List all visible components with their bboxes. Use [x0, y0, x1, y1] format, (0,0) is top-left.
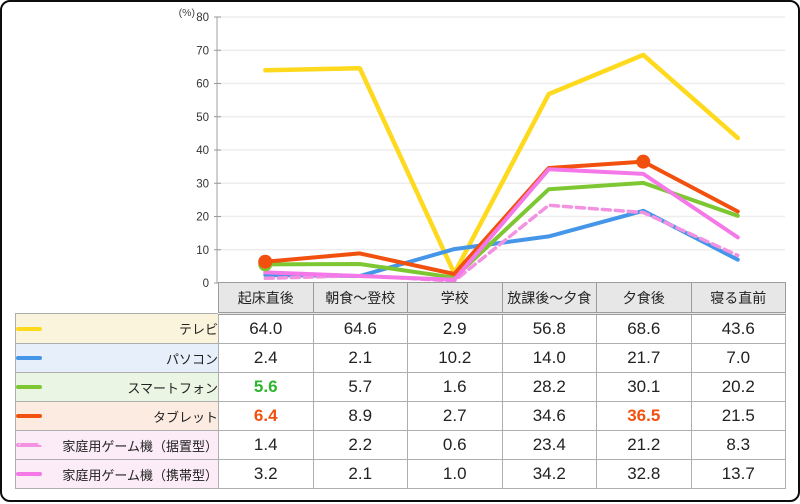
value-cell: 2.9 — [407, 313, 503, 344]
value-cell: 21.5 — [690, 401, 786, 431]
value-cell: 68.6 — [596, 313, 692, 344]
value-cell: 28.2 — [501, 372, 597, 402]
value-cell: 1.4 — [218, 430, 314, 460]
series-line — [263, 159, 740, 276]
value-cell: 2.1 — [312, 459, 408, 489]
y-axis-tick-label: 0 — [203, 278, 209, 290]
column-header: 放課後〜夕食 — [501, 282, 597, 315]
series-color-swatch — [16, 443, 42, 447]
value-cell: 8.3 — [690, 430, 786, 460]
value-cell: 23.4 — [501, 430, 597, 460]
y-axis-tick-label: 50 — [196, 112, 209, 124]
value-cell: 21.2 — [596, 430, 692, 460]
series-color-swatch — [16, 472, 42, 476]
table-row: タブレット 6.4 8.9 2.7 34.6 36.5 21.5 — [15, 401, 786, 431]
value-cell: 2.7 — [407, 401, 503, 431]
value-cell: 14.0 — [501, 343, 597, 373]
y-axis-tick-label: 20 — [196, 212, 209, 224]
series-name-label: タブレット — [152, 409, 218, 425]
data-point-marker — [258, 254, 273, 269]
value-cell: 6.4 — [218, 401, 314, 431]
column-header: 起床直後 — [218, 282, 314, 315]
y-axis-tick-label: 60 — [196, 79, 209, 91]
value-cell: 20.2 — [690, 372, 786, 402]
value-cell: 7.0 — [690, 343, 786, 373]
series-color-swatch — [16, 356, 42, 360]
column-header: 夕食後 — [596, 282, 692, 315]
value-cell: 36.5 — [596, 401, 692, 431]
value-cell: 34.6 — [501, 401, 597, 431]
value-cell: 21.7 — [596, 343, 692, 373]
series-name-label: パソコン — [165, 351, 218, 367]
y-axis-unit-label: (%) — [179, 7, 195, 19]
series-color-swatch — [16, 326, 42, 331]
y-axis-tick-label: 10 — [196, 245, 209, 257]
value-cell: 2.4 — [218, 343, 314, 373]
series-line — [263, 180, 740, 280]
value-cell: 13.7 — [690, 459, 786, 489]
value-cell: 30.1 — [596, 372, 692, 402]
legend-cell: テレビ — [15, 313, 219, 344]
usage-line-chart: 0 10 20 30 40 50 60 70 80(%) — [179, 7, 785, 290]
table-row: 家庭用ゲーム機（携帯型） 3.2 2.1 1.0 34.2 32.8 13.7 — [15, 459, 786, 489]
legend-cell: パソコン — [15, 343, 219, 373]
series-name-label: スマートフォン — [127, 380, 218, 396]
value-cell: 56.8 — [501, 313, 597, 344]
value-cell: 43.6 — [690, 313, 786, 344]
y-axis-tick-label: 70 — [196, 45, 209, 57]
table-header-row: 起床直後 朝食〜登校 学校 放課後〜夕食 夕食後 寝る直前 — [16, 282, 786, 315]
legend-cell: タブレット — [15, 401, 219, 431]
column-header: 寝る直前 — [690, 282, 786, 315]
table-row: テレビ 64.0 64.6 2.9 56.8 68.6 43.6 — [15, 313, 786, 344]
value-cell: 64.0 — [218, 313, 314, 344]
value-cell: 10.2 — [407, 343, 503, 373]
series-color-swatch — [16, 414, 42, 418]
value-cell: 2.1 — [312, 343, 408, 373]
table-row: スマートフォン 5.6 5.7 1.6 28.2 30.1 20.2 — [15, 372, 786, 402]
value-cell: 1.0 — [407, 459, 503, 489]
y-axis-tick-label: 40 — [196, 145, 209, 157]
value-cell: 34.2 — [501, 459, 597, 489]
value-cell: 5.6 — [218, 372, 314, 402]
legend-cell: スマートフォン — [15, 372, 219, 402]
table-corner-spacer — [16, 283, 219, 314]
value-cell: 2.2 — [312, 430, 408, 460]
column-header: 朝食〜登校 — [312, 282, 408, 315]
series-name-label: 家庭用ゲーム機（携帯型） — [62, 467, 218, 483]
series-color-swatch — [16, 385, 42, 389]
value-cell: 32.8 — [596, 459, 692, 489]
value-cell: 0.6 — [407, 430, 503, 460]
data-point-marker — [636, 154, 651, 169]
series-line — [263, 52, 741, 276]
value-cell: 5.7 — [312, 372, 408, 402]
table-row: 家庭用ゲーム機（据置型） 1.4 2.2 0.6 23.4 21.2 8.3 — [15, 430, 786, 460]
y-axis-tick-label: 30 — [196, 178, 209, 190]
y-axis-tick-label: 80 — [196, 12, 209, 24]
series-line — [263, 167, 740, 282]
value-cell: 3.2 — [218, 459, 314, 489]
value-cell: 8.9 — [312, 401, 408, 431]
series-name-label: テレビ — [178, 322, 218, 337]
data-table: 起床直後 朝食〜登校 学校 放課後〜夕食 夕食後 寝る直前 テレビ 64.0 64.6 2.9 5… — [15, 282, 786, 489]
series-name-label: 家庭用ゲーム機（据置型） — [62, 438, 218, 454]
value-cell: 64.6 — [312, 313, 408, 344]
value-cell: 1.6 — [407, 372, 503, 402]
legend-cell: 家庭用ゲーム機（携帯型） — [15, 459, 219, 489]
column-header: 学校 — [407, 282, 503, 315]
table-row: パソコン 2.4 2.1 10.2 14.0 21.7 7.0 — [15, 343, 786, 373]
legend-cell: 家庭用ゲーム機（据置型） — [15, 430, 219, 460]
